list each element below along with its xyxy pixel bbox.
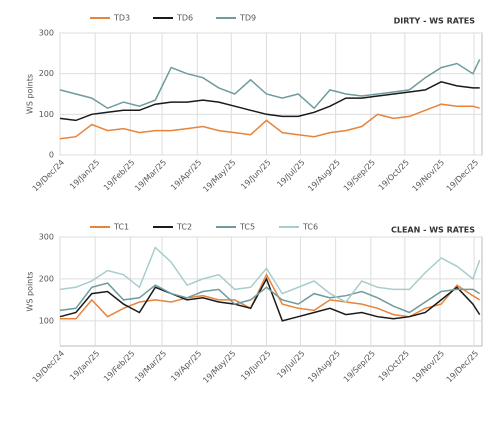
x-tick-label: 19/Dec/24 [31,158,67,194]
x-tick-label: 19/Sep/25 [342,349,377,384]
data-line [60,273,481,320]
x-tick-label: 19/Mar/25 [133,349,168,384]
y-tick-label: 100 [39,316,54,325]
x-tick-label: 19/Jun/25 [239,158,272,191]
x-tick-label: 19/Mar/25 [133,158,168,193]
y-axis-label: WS points [26,271,35,311]
data-line [59,81,480,122]
x-tick-label: 19/Jan/25 [68,158,101,191]
x-tick-label: 19/Dec/24 [31,349,67,385]
x-tick-label: 19/Jul/25 [275,349,306,380]
legend-label: TD9 [239,14,256,23]
data-line [59,277,481,322]
x-tick-label: 19/Oct/25 [377,158,411,192]
x-tick-label: 19/Sep/25 [342,158,377,193]
data-line [59,246,481,303]
x-tick-label: 19/Oct/25 [377,349,411,383]
plot-frame [59,32,483,156]
y-tick-label: 100 [39,110,54,119]
y-tick-label: 200 [39,274,54,283]
data-line [59,103,480,140]
y-tick-label: 300 [39,29,54,38]
legend-label: TD6 [176,14,193,23]
y-tick-label: 0 [49,151,54,160]
x-tick-label: 19/Nov/25 [411,158,447,194]
x-tick-label: 19/Feb/25 [102,158,137,193]
legend-label: TC6 [302,223,318,232]
data-line [59,282,481,314]
legend-label: TD3 [113,14,130,23]
y-tick-label: 300 [39,233,54,242]
y-axis-label: WS points [26,74,35,114]
x-tick-label: 19/May/25 [201,349,237,385]
data-line [59,59,481,110]
x-tick-label: 19/Jun/25 [239,349,272,382]
x-tick-label: 19/May/25 [201,158,237,194]
legend-label: TC5 [239,223,255,232]
x-tick-label: 19/Aug/25 [306,349,342,385]
x-tick-label: 19/Aug/25 [306,158,342,194]
legend-label: TC1 [113,223,129,232]
chart-title: CLEAN - WS RATES [391,226,475,235]
x-tick-label: 19/Apr/25 [169,158,203,192]
x-tick-label: 19/Feb/25 [102,349,137,384]
x-tick-label: 19/Nov/25 [411,349,447,385]
chart-title: DIRTY - WS RATES [394,17,476,26]
y-tick-label: 200 [39,69,54,78]
x-tick-label: 19/Dec/25 [445,349,481,385]
x-tick-label: 19/Jan/25 [68,349,101,382]
x-tick-label: 19/Jul/25 [275,158,306,189]
x-tick-label: 19/Dec/25 [445,158,481,194]
legend-label: TC2 [176,223,192,232]
x-tick-label: 19/Apr/25 [169,349,203,383]
